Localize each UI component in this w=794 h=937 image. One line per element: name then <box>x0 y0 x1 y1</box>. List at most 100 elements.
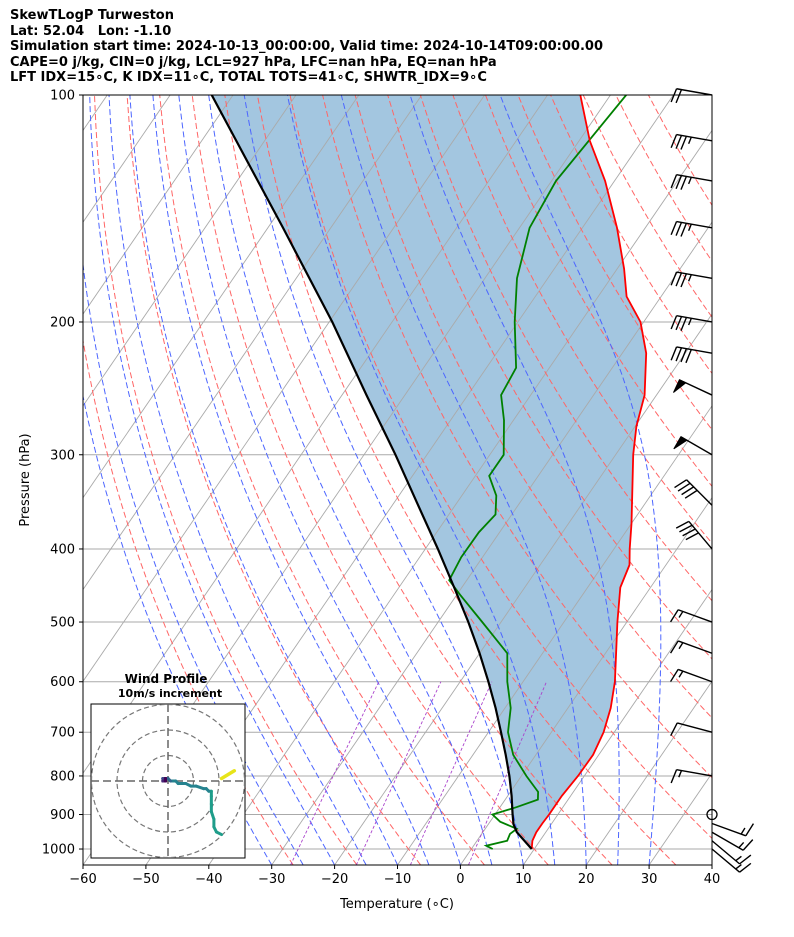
x-tick-label: −10 <box>384 872 411 887</box>
station-title: SkewTLogP Turweston <box>10 8 174 23</box>
barb-half-feather <box>678 770 683 778</box>
barb-full-feather <box>669 669 679 682</box>
barb-full-feather <box>677 482 691 492</box>
barb-full-feather <box>682 528 696 537</box>
hodograph-ring <box>91 704 245 858</box>
barb-full-feather <box>670 722 678 736</box>
barb-full-feather <box>670 769 678 784</box>
x-tick-label: −40 <box>195 872 222 887</box>
barb-half-feather <box>687 136 692 145</box>
wind-barb <box>670 88 713 104</box>
barb-full-feather <box>670 174 678 189</box>
barb-full-feather <box>675 135 683 149</box>
moist-adiabat-30 <box>499 95 662 865</box>
chart-title-block: SkewTLogP Turweston Lat: 52.04 Lon: -1.1… <box>10 8 603 86</box>
moist-adiabat-20 <box>340 95 587 865</box>
wind-barb <box>670 220 713 237</box>
isotherm--90 <box>83 95 423 591</box>
x-tick-label: 10 <box>515 872 532 887</box>
barb-flag <box>673 436 688 450</box>
barb-full-feather <box>684 489 698 499</box>
barb-full-feather <box>670 271 678 286</box>
barb-full-feather <box>675 89 683 104</box>
barb-staff <box>711 848 741 873</box>
simulation-times: Simulation start time: 2024-10-13_00:00:… <box>10 39 603 54</box>
convective-parameters: CAPE=0 j/kg, CIN=0 j/kg, LCL=927 hPa, LF… <box>10 54 497 70</box>
isotherm--110 <box>83 95 297 407</box>
dry-adiabat--20 <box>94 95 358 865</box>
plot-area <box>83 95 712 865</box>
barb-staff <box>688 520 713 550</box>
y-tick-label: 600 <box>50 675 75 690</box>
barb-staff <box>676 173 713 182</box>
moist-adiabat--30 <box>83 394 273 865</box>
barb-half-feather <box>687 318 692 326</box>
dry-adiabat-50 <box>322 95 712 779</box>
isotherm--40 <box>208 129 712 865</box>
barb-half-feather <box>735 855 742 862</box>
barb-full-feather <box>674 479 687 489</box>
wind-barb <box>670 173 713 190</box>
x-tick-label: −20 <box>321 872 348 887</box>
y-tick-label: 500 <box>50 616 75 631</box>
barb-half-feather <box>687 177 692 185</box>
barb-staff <box>677 640 713 654</box>
wind-barb <box>670 315 713 331</box>
y-tick-label: 1000 <box>42 843 75 858</box>
wind-barb <box>670 271 713 288</box>
isotherm--100 <box>83 95 360 499</box>
barb-full-feather <box>685 532 699 541</box>
x-tick-label: −60 <box>69 872 96 887</box>
isotherm--80 <box>83 95 486 683</box>
barb-half-feather <box>740 827 746 835</box>
wind-barb <box>670 346 713 364</box>
barb-full-feather <box>739 854 752 865</box>
moist-adiabat-5 <box>208 95 493 865</box>
barb-full-feather <box>670 221 678 236</box>
dry-adiabat-110 <box>517 95 712 431</box>
wind-barb <box>711 848 752 873</box>
isotherm-30 <box>648 772 712 865</box>
wind-barb <box>673 436 713 456</box>
wind-barb <box>711 840 752 865</box>
y-tick-label: 800 <box>50 769 75 784</box>
mixing-ratio-line <box>409 681 493 865</box>
barb-staff <box>676 769 713 777</box>
y-tick-label: 100 <box>50 89 75 104</box>
isotherm--30 <box>271 221 712 865</box>
x-tick-label: 0 <box>456 872 464 887</box>
y-tick-label: 200 <box>50 315 75 330</box>
barb-half-feather <box>678 670 684 678</box>
barb-full-feather <box>739 862 752 873</box>
dry-adiabat-140 <box>615 95 712 263</box>
dry-adiabat--30 <box>83 337 294 865</box>
barb-half-feather <box>687 274 692 282</box>
y-tick-label: 300 <box>50 448 75 463</box>
isotherm-20 <box>585 680 712 865</box>
barb-full-feather <box>680 135 688 150</box>
barb-half-feather <box>738 841 745 849</box>
x-tick-label: 40 <box>704 872 721 887</box>
wind-barb <box>711 822 755 837</box>
barb-staff <box>677 668 713 683</box>
isotherm--10 <box>397 405 712 865</box>
x-tick-label: −50 <box>132 872 159 887</box>
barb-full-feather <box>681 486 694 496</box>
barb-full-feather <box>675 316 683 331</box>
moist-adiabat--15 <box>108 95 367 865</box>
wind-barb <box>675 520 713 550</box>
mixing-ratio-lines <box>290 681 547 865</box>
dry-adiabat-20 <box>224 95 613 865</box>
barb-half-feather <box>678 611 684 618</box>
hodograph-title: Wind Profile <box>125 672 208 686</box>
x-tick-label: 30 <box>641 872 658 887</box>
barb-staff <box>711 822 747 837</box>
dry-adiabat-60 <box>354 95 712 719</box>
wind-barb <box>670 769 713 784</box>
barb-staff <box>676 220 713 229</box>
barb-full-feather <box>680 176 688 190</box>
dry-adiabat-30 <box>256 95 677 865</box>
wind-barb <box>670 722 713 736</box>
y-axis-label: Pressure (hPa) <box>18 433 33 526</box>
